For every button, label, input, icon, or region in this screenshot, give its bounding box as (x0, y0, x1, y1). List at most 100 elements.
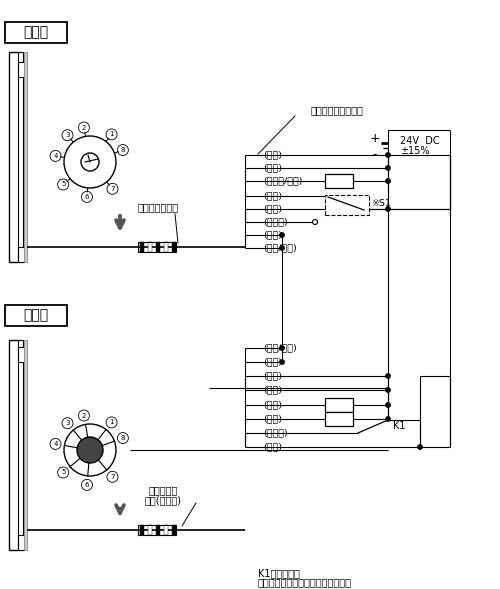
Bar (18, 247, 25, 262)
Bar (325, 398, 353, 412)
Circle shape (118, 432, 128, 444)
Bar (138, 242, 176, 252)
Text: 受光器: 受光器 (24, 308, 48, 322)
Text: (橙色/黑色): (橙色/黑色) (263, 243, 297, 253)
Text: ±15%: ±15% (400, 146, 430, 156)
Circle shape (77, 437, 103, 463)
Circle shape (78, 410, 90, 421)
Circle shape (107, 183, 118, 194)
Text: 7: 7 (110, 474, 114, 480)
Bar (325, 412, 353, 426)
Bar (140, 525, 144, 535)
Circle shape (386, 179, 390, 183)
Circle shape (418, 445, 422, 449)
Bar (9, 52, 19, 262)
Bar (172, 525, 176, 535)
Bar (140, 242, 144, 252)
Text: -: - (373, 148, 378, 161)
Text: 负载: 负载 (333, 176, 345, 186)
Circle shape (62, 130, 73, 141)
Bar (156, 525, 160, 535)
Circle shape (386, 388, 390, 392)
Bar (138, 525, 176, 535)
Bar (18, 347, 25, 362)
Text: 8: 8 (120, 147, 125, 153)
Bar (164, 525, 168, 535)
Text: K1：外部设备: K1：外部设备 (258, 568, 300, 578)
Circle shape (280, 346, 284, 350)
Circle shape (58, 179, 68, 190)
Circle shape (280, 360, 284, 364)
Bar (5, 305, 67, 326)
Text: 4: 4 (54, 441, 58, 447)
Circle shape (64, 424, 116, 476)
Text: 1: 1 (110, 419, 114, 425)
Circle shape (386, 166, 390, 170)
Text: 灰色(带黑线): 灰色(带黑线) (144, 495, 182, 505)
Text: 7: 7 (110, 186, 114, 192)
Circle shape (386, 207, 390, 211)
Bar (156, 242, 160, 252)
Circle shape (280, 233, 284, 237)
Text: 连接电缆的导线颜色: 连接电缆的导线颜色 (310, 105, 364, 115)
Circle shape (64, 136, 116, 188)
Bar (148, 242, 152, 252)
Circle shape (106, 129, 117, 140)
Circle shape (58, 467, 68, 478)
Text: 5: 5 (61, 469, 66, 475)
Text: 5: 5 (61, 181, 66, 187)
Text: 投光器: 投光器 (24, 25, 48, 39)
Text: 4: 4 (54, 153, 58, 159)
Text: 24V  DC: 24V DC (400, 136, 440, 146)
Circle shape (280, 246, 284, 250)
Bar (24, 52, 27, 262)
Text: 3: 3 (66, 132, 70, 138)
Text: (黄绿色): (黄绿色) (263, 429, 288, 438)
Circle shape (386, 403, 390, 407)
Circle shape (82, 191, 92, 203)
Text: (屏蔽): (屏蔽) (263, 164, 282, 173)
Circle shape (118, 144, 128, 155)
Circle shape (107, 471, 118, 482)
Circle shape (50, 438, 61, 449)
Text: (黑色): (黑色) (263, 401, 282, 409)
Text: (白色): (白色) (263, 415, 282, 423)
Bar (325, 174, 353, 188)
Text: 3: 3 (66, 420, 70, 426)
Circle shape (312, 220, 318, 224)
Bar (9, 340, 19, 550)
Text: ※S1: ※S1 (371, 200, 391, 209)
Text: (蓝色): (蓝色) (263, 204, 282, 213)
Bar (148, 525, 152, 535)
Bar (172, 242, 176, 252)
Text: 6: 6 (84, 482, 89, 488)
Circle shape (386, 417, 390, 421)
Text: (屏蔽): (屏蔽) (263, 385, 282, 395)
Text: (橙色): (橙色) (263, 230, 282, 240)
Text: K1: K1 (393, 421, 406, 431)
Text: (褐色): (褐色) (263, 372, 282, 380)
Text: 2: 2 (82, 412, 86, 419)
Circle shape (62, 418, 73, 429)
Text: 8: 8 (120, 435, 125, 441)
Bar (18, 340, 23, 550)
Text: (淡紫色): (淡紫色) (263, 217, 288, 227)
Text: 电缆颜色：灰色: 电缆颜色：灰色 (138, 202, 178, 212)
Text: 电缆颜色：: 电缆颜色： (148, 485, 178, 495)
Circle shape (81, 153, 99, 171)
Bar (325, 195, 369, 215)
Bar (18, 62, 25, 77)
Circle shape (50, 150, 61, 161)
Text: (粉色): (粉色) (263, 191, 282, 200)
Circle shape (82, 479, 92, 491)
Text: (黄绿色/黑色): (黄绿色/黑色) (263, 177, 302, 186)
Text: 1: 1 (110, 131, 114, 137)
Text: K1: K1 (333, 400, 345, 410)
Text: +: + (370, 131, 380, 144)
Bar (24, 340, 27, 550)
Text: 负载: 负载 (333, 414, 345, 424)
Circle shape (386, 153, 390, 157)
Bar (164, 242, 168, 252)
Bar (5, 22, 67, 43)
Text: （强制导轨式继电器或磁性接触器）: （强制导轨式继电器或磁性接触器） (258, 577, 352, 587)
